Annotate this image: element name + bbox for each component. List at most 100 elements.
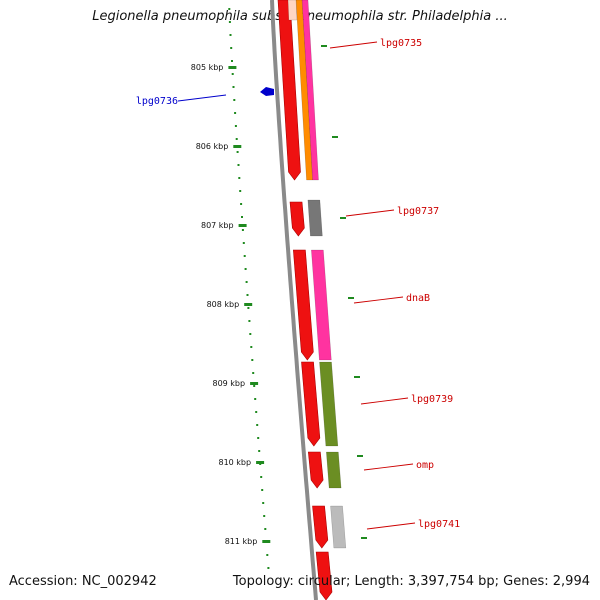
scale-tick [233, 145, 242, 148]
scale-dot [250, 346, 253, 348]
scale-dot [248, 320, 251, 322]
scale-tick-label: 807 kbp [201, 221, 234, 230]
scale-tick-label: 810 kbp [218, 458, 251, 467]
highlight-leader-line [177, 94, 227, 102]
gene-label: lpg0735 [380, 38, 422, 49]
scale-dot [234, 112, 237, 114]
gene-arrow [301, 361, 321, 447]
scale-tick [321, 45, 327, 47]
genome-stats-text: Topology: circular; Length: 3,397,754 bp… [232, 574, 590, 589]
scale-tick [256, 461, 265, 464]
gene-arrow [315, 551, 333, 600]
scale-tick-label: 808 kbp [207, 300, 240, 309]
gene-arrow [277, 0, 301, 181]
cog-band [307, 199, 323, 237]
scale-dot [257, 437, 260, 439]
scale-dot [252, 372, 255, 374]
scale-dot [237, 164, 240, 166]
cog-band [330, 505, 347, 549]
scale-dot [243, 255, 246, 257]
scale-dot [267, 567, 270, 569]
cog-band [287, 0, 298, 21]
scale-dot [228, 21, 231, 23]
gene-arrow [307, 451, 324, 489]
scale-tick [228, 66, 237, 69]
accession-text: Accession: NC_002942 [9, 574, 157, 589]
scale-layer: 805 kbp 806 kbp 807 kbp 808 kbp 809 kbp 810 k… [191, 8, 367, 569]
scale-dot [253, 385, 256, 387]
gene-leader-line [329, 41, 378, 49]
gene-label: omp [416, 460, 434, 471]
scale-dot [262, 502, 265, 504]
cog-layer [287, 0, 347, 549]
cog-band [295, 0, 313, 181]
gene-label: lpg0739 [411, 394, 453, 405]
scale-dot [228, 8, 231, 10]
gene-leader-line [345, 209, 395, 217]
scale-dot [236, 151, 239, 153]
cog-band [311, 249, 332, 361]
gene-label: dnaB [406, 293, 430, 304]
scale-dot [241, 216, 243, 218]
scale-dot [231, 73, 234, 75]
gene-leader-line [366, 522, 416, 530]
scale-tick-label: 806 kbp [196, 142, 229, 151]
scale-dot [238, 177, 241, 179]
scale-dot [256, 424, 259, 426]
gene-label: lpg0737 [397, 206, 439, 217]
scale-tick [238, 224, 247, 227]
scale-dot [251, 359, 254, 361]
scale-dot [266, 554, 269, 556]
scale-dot [254, 398, 257, 400]
scale-tick [354, 376, 360, 378]
gene-leader-line [353, 296, 404, 304]
genome-backbone [270, 0, 318, 600]
scale-dot [241, 229, 244, 231]
scale-dot [240, 203, 243, 205]
gene-label: lpg0741 [418, 519, 460, 530]
scale-dot [261, 489, 264, 491]
scale-tick-label: 811 kbp [225, 537, 258, 546]
scale-tick [361, 537, 367, 539]
scale-dot [231, 60, 233, 62]
scale-dot [264, 528, 267, 530]
gene-arrow [289, 201, 305, 237]
scale-tick [348, 297, 354, 299]
highlight-gene-label: lpg0736 [136, 96, 178, 107]
scale-dot [255, 411, 258, 413]
scale-tick-label: 809 kbp [212, 379, 245, 388]
scale-dot [260, 476, 263, 478]
backbone-layer [270, 0, 318, 600]
scale-tick [262, 540, 271, 543]
scale-tick [357, 455, 363, 457]
scale-dot [258, 450, 261, 452]
scale-dot [230, 47, 233, 49]
scale-dot [249, 333, 252, 335]
scale-dot [246, 294, 249, 296]
scale-dot [263, 515, 266, 517]
gene-leader-line [360, 397, 409, 405]
scale-dot [235, 138, 238, 140]
scale-dot [242, 242, 245, 244]
label-layer: lpg0735 lpg0737 dnaB lpg0739 omp lpg0741 lpg07… [136, 38, 460, 530]
scale-dot [244, 268, 247, 270]
scale-tick [340, 217, 346, 219]
cog-band [326, 451, 342, 489]
scale-tick [250, 382, 259, 385]
scale-dot [239, 190, 242, 192]
gene-leader-line [363, 463, 414, 471]
scale-tick-label: 805 kbp [191, 63, 224, 72]
scale-dot [232, 86, 235, 88]
scale-dot [229, 34, 232, 36]
gene-arrow [293, 249, 314, 361]
scale-dot [247, 307, 250, 309]
scale-tick [244, 303, 253, 306]
gene-layer [277, 0, 333, 600]
scale-tick [332, 136, 338, 138]
scale-dot [245, 281, 248, 283]
gene-arrow [312, 505, 329, 549]
scale-dot [234, 125, 237, 127]
cog-band [319, 361, 339, 447]
arrow-marker-icon [260, 87, 274, 96]
